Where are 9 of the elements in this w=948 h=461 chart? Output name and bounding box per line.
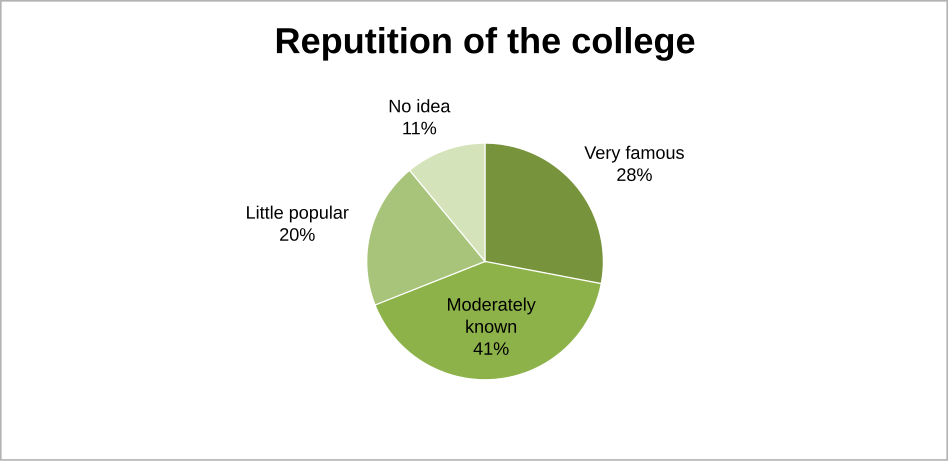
slice-label: Little popular	[247, 206, 349, 223]
slice-label: No idea	[390, 99, 450, 113]
data-label: 41%	[474, 342, 509, 355]
data-label: 20%	[280, 228, 315, 242]
slice-label: Moderately known	[448, 298, 536, 334]
chart-title: Reputition of the college	[276, 27, 694, 61]
slice-label: Very famous	[584, 146, 684, 163]
data-label: 28%	[617, 168, 652, 182]
data-label: 11%	[403, 122, 436, 135]
